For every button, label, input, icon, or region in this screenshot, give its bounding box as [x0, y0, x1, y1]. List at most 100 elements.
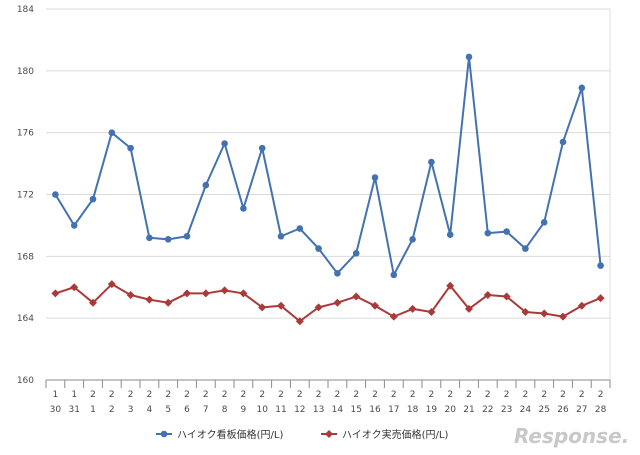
y-tick-label: 160: [17, 376, 34, 386]
series-1-point: [484, 229, 492, 237]
x-tick-label-month: 2: [128, 390, 134, 400]
legend-marker-2: [325, 430, 333, 438]
x-tick-label-day: 25: [538, 405, 549, 415]
x-tick-label-month: 2: [90, 390, 96, 400]
series-1-point: [390, 271, 398, 279]
series-1-point: [89, 195, 97, 203]
y-tick-label: 180: [17, 67, 34, 77]
series-2-point: [201, 289, 210, 298]
series-2-point: [559, 312, 567, 321]
x-tick-label-day: 26: [557, 405, 569, 415]
x-tick-label-day: 17: [388, 405, 399, 415]
series-1-point: [108, 129, 116, 136]
series-1-point: [446, 231, 454, 238]
x-tick-labels: 1301312122232425262728292102112122132142…: [50, 390, 607, 415]
series-1-point: [52, 191, 59, 198]
x-tick-label-day: 10: [256, 405, 268, 415]
x-tick-label-month: 2: [184, 390, 190, 400]
series-1-point: [409, 236, 416, 243]
x-tick-label-day: 20: [444, 405, 456, 415]
series-2-point: [465, 304, 473, 313]
x-tick-label-month: 1: [71, 390, 77, 400]
x-tick-label-month: 2: [147, 390, 153, 400]
x-tick-label-day: 5: [165, 405, 171, 415]
x-tick-label-month: 2: [372, 390, 378, 400]
series-1-point: [240, 205, 247, 212]
series-2-point: [295, 317, 304, 326]
x-tick-label-month: 2: [410, 390, 416, 400]
x-tick-label-month: 2: [391, 390, 397, 400]
y-tick-label: 164: [17, 314, 34, 324]
series-1-point: [277, 232, 285, 240]
series-2-point: [51, 289, 60, 298]
series-2-point: [371, 301, 379, 310]
series-2-point: [540, 309, 549, 318]
x-tick-label-month: 2: [429, 390, 435, 400]
series-1-point: [559, 138, 567, 146]
series-2-point: [352, 292, 361, 301]
x-tick-label-day: 12: [294, 405, 305, 415]
x-tick-label-month: 2: [598, 390, 604, 400]
x-tick-label-day: 2: [109, 405, 115, 415]
series-1-point: [371, 174, 379, 181]
x-tick-label-day: 31: [68, 405, 79, 415]
series-1-point: [597, 262, 604, 269]
series-2-point: [483, 290, 492, 299]
x-tick-label-day: 8: [222, 405, 228, 415]
series-1-point: [428, 158, 435, 166]
axes: [45, 379, 611, 388]
x-tick-label-day: 27: [576, 405, 587, 415]
series-2-point: [446, 281, 455, 290]
x-tick-label-day: 22: [482, 405, 493, 415]
x-tick-label-day: 24: [520, 405, 532, 415]
series-1-point: [296, 225, 304, 232]
y-tick-label: 168: [17, 252, 34, 262]
series-2-point: [314, 303, 323, 312]
x-tick-label-month: 1: [53, 390, 59, 400]
series-group: [51, 53, 605, 326]
series-1-point: [522, 245, 529, 252]
series-2-point: [277, 301, 285, 310]
x-tick-label-day: 30: [50, 405, 62, 415]
series-2-point: [502, 292, 511, 301]
x-tick-label-day: 3: [128, 405, 134, 415]
series-2-point: [70, 283, 79, 292]
series-1-point: [70, 222, 78, 229]
x-tick-label-month: 2: [335, 390, 341, 400]
x-tick-label-day: 16: [369, 405, 381, 415]
series-2-point: [258, 303, 267, 312]
series-2-point: [333, 298, 342, 307]
legend-label-2: ハイオク実売価格(円/L): [342, 428, 448, 441]
series-1-point: [540, 219, 548, 226]
x-tick-label-month: 2: [241, 390, 247, 400]
legend-label-1: ハイオク看板価格(円/L): [177, 428, 283, 441]
series-1-point: [578, 84, 586, 92]
x-tick-label-day: 18: [407, 405, 419, 415]
x-tick-label-month: 2: [541, 390, 547, 400]
x-tick-label-month: 2: [485, 390, 491, 400]
x-tick-label-day: 1: [90, 405, 96, 415]
x-tick-label-month: 2: [165, 390, 171, 400]
x-tick-label-month: 2: [353, 390, 359, 400]
series-2-point: [220, 286, 229, 295]
x-tick-label-day: 13: [313, 405, 324, 415]
series-line-1: [54, 55, 602, 276]
series-line-2: [55, 283, 601, 323]
series-1-point: [334, 270, 341, 277]
series-2-point: [239, 289, 248, 298]
x-tick-label-day: 28: [595, 405, 607, 415]
y-tick-label: 184: [17, 5, 34, 15]
series-1-point: [127, 144, 134, 152]
x-tick-label-month: 2: [297, 390, 303, 400]
x-tick-label-month: 2: [579, 390, 585, 400]
x-tick-label-day: 11: [275, 405, 286, 415]
series-1-point: [465, 53, 473, 61]
series-2-point: [145, 295, 154, 304]
legend: ハイオク看板価格(円/L) ハイオク実売価格(円/L): [156, 428, 448, 441]
x-tick-label-month: 2: [466, 390, 472, 400]
series-2-point: [389, 312, 398, 321]
series-2-point: [577, 301, 586, 310]
x-tick-label-day: 15: [350, 405, 361, 415]
y-tick-label: 176: [17, 129, 34, 139]
